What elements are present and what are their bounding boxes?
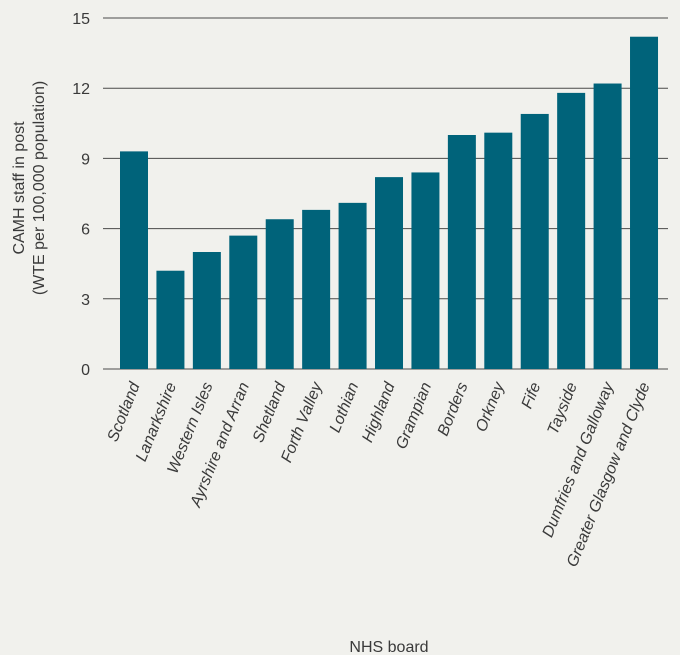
bars [120,36,659,370]
bar [338,202,367,369]
y-tick-labels: 0 3 6 9 12 15 [72,11,90,379]
x-tick-label: Shetland [250,379,290,445]
y-axis-title-line2: (WTE per 100,000 population) [31,81,48,295]
bar [447,135,476,369]
bar [192,252,221,369]
bar [520,113,549,369]
bar [484,132,513,369]
y-tick-label: 3 [81,292,90,309]
bar [265,219,294,369]
y-tick-label: 6 [81,222,90,239]
bar [229,235,258,369]
x-tick-label: Grampian [393,380,435,452]
bar [120,151,148,369]
x-tick-label: Borders [435,380,472,438]
x-tick-label: Tayside [545,380,581,437]
bar [375,177,404,369]
x-tick-label: Fife [519,380,545,411]
bar [302,209,331,369]
y-tick-label: 15 [72,11,90,28]
x-tick-label: Highland [359,379,399,445]
y-tick-label: 12 [72,81,90,98]
y-axis-title-line1: CAMH staff in post [11,121,28,255]
x-axis-title: NHS board [349,639,428,655]
bar [411,172,440,369]
bar [156,270,185,369]
x-tick-label: Scotland [105,379,144,444]
bar [630,36,659,369]
x-tick-label: Lothian [327,380,362,435]
y-tick-label: 0 [81,362,90,379]
y-tick-label: 9 [81,151,90,168]
bar [557,92,586,369]
bar [593,83,622,370]
x-tick-label: Orkney [473,379,508,434]
